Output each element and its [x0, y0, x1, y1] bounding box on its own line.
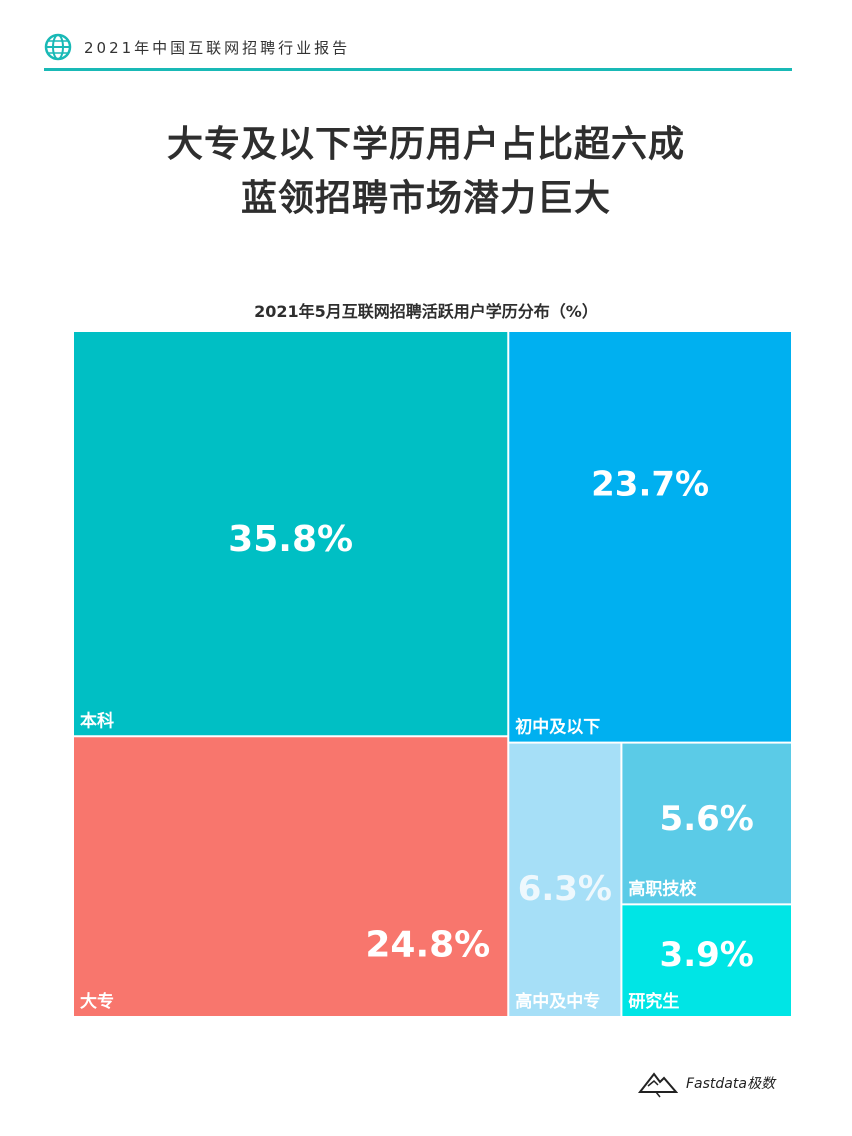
title-line-1: 大专及以下学历用户占比超六成: [166, 124, 685, 165]
globe-icon: [44, 33, 72, 61]
treemap-tile-0: 35.8% 本科: [74, 332, 508, 736]
treemap-rect: [509, 743, 621, 1016]
treemap-tile-2: 23.7% 初中及以下: [509, 332, 791, 742]
treemap-rect: [509, 332, 791, 742]
treemap-value-label: 23.7%: [591, 465, 709, 505]
treemap-tile-3: 6.3% 高中及中专: [509, 743, 621, 1016]
treemap-value-label: 35.8%: [228, 519, 353, 560]
treemap-tile-1: 24.8% 大专: [74, 737, 508, 1016]
treemap-value-label: 5.6%: [660, 799, 754, 839]
treemap-rect: [622, 905, 791, 1016]
treemap-tile-4: 5.6% 高职技校: [622, 743, 791, 904]
header-text: 2021年中国互联网招聘行业报告: [84, 38, 351, 57]
treemap-rect: [74, 332, 508, 736]
treemap-value-label: 24.8%: [365, 924, 490, 965]
treemap-category-label: 高中及中专: [515, 991, 600, 1012]
chart-title: 2021年5月互联网招聘活跃用户学历分布（%）: [254, 302, 598, 321]
treemap-category-label: 初中及以下: [515, 717, 600, 738]
treemap-category-label: 本科: [80, 710, 114, 731]
title-line-2: 蓝领招聘市场潜力巨大: [240, 178, 611, 219]
treemap-category-label: 研究生: [628, 991, 679, 1012]
footer-brand-text: Fastdata极数: [686, 1076, 775, 1092]
footer-brand: Fastdata极数: [638, 1068, 775, 1098]
mountain-logo-icon: [638, 1072, 678, 1098]
treemap-rect: [622, 743, 791, 904]
header-divider: [44, 68, 792, 71]
treemap-value-label: 6.3%: [518, 869, 612, 909]
treemap-rect: [74, 737, 508, 1016]
page-title: 大专及以下学历用户占比超六成 蓝领招聘市场潜力巨大: [0, 118, 852, 226]
treemap-category-label: 高职技校: [628, 878, 697, 899]
treemap-value-label: 3.9%: [660, 935, 754, 975]
treemap-category-label: 大专: [80, 991, 114, 1012]
report-header: 2021年中国互联网招聘行业报告: [44, 32, 350, 62]
treemap-tile-5: 3.9% 研究生: [622, 905, 791, 1016]
